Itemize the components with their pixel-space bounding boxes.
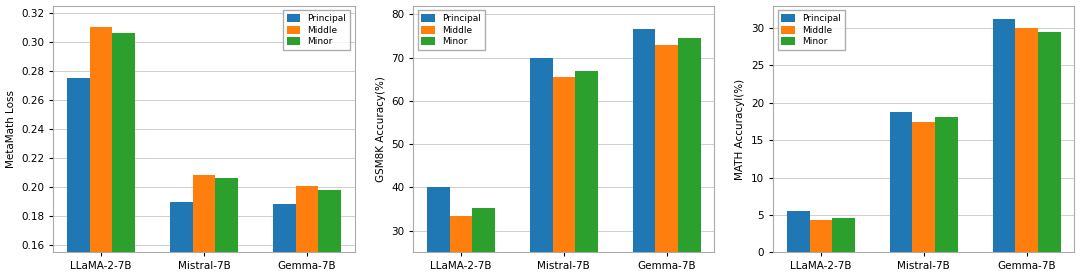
Bar <box>112 33 135 277</box>
Bar <box>296 186 319 277</box>
Y-axis label: GSM8K Accuracy(%): GSM8K Accuracy(%) <box>376 76 386 182</box>
Legend: Principal, Middle, Minor: Principal, Middle, Minor <box>283 10 350 50</box>
Bar <box>913 122 935 252</box>
Legend: Principal, Middle, Minor: Principal, Middle, Minor <box>418 10 485 50</box>
Bar <box>273 204 296 277</box>
Bar <box>576 71 598 277</box>
Bar <box>935 117 958 252</box>
Bar <box>472 208 495 277</box>
Bar <box>192 175 215 277</box>
Bar <box>170 202 192 277</box>
Bar <box>90 27 112 277</box>
Bar <box>810 219 833 252</box>
Bar <box>1038 32 1061 252</box>
Bar <box>890 112 913 252</box>
Bar <box>678 38 701 277</box>
Bar <box>1015 28 1038 252</box>
Y-axis label: MATH Accuracyl(%): MATH Accuracyl(%) <box>735 78 745 179</box>
Legend: Principal, Middle, Minor: Principal, Middle, Minor <box>778 10 845 50</box>
Bar <box>530 58 553 277</box>
Bar <box>449 216 472 277</box>
Bar <box>215 178 238 277</box>
Bar <box>633 29 656 277</box>
Bar <box>787 211 810 252</box>
Bar <box>427 188 449 277</box>
Bar <box>993 19 1015 252</box>
Y-axis label: MetaMath Loss: MetaMath Loss <box>5 90 15 168</box>
Bar <box>656 45 678 277</box>
Bar <box>833 218 854 252</box>
Bar <box>67 78 90 277</box>
Bar <box>553 77 576 277</box>
Bar <box>319 190 341 277</box>
